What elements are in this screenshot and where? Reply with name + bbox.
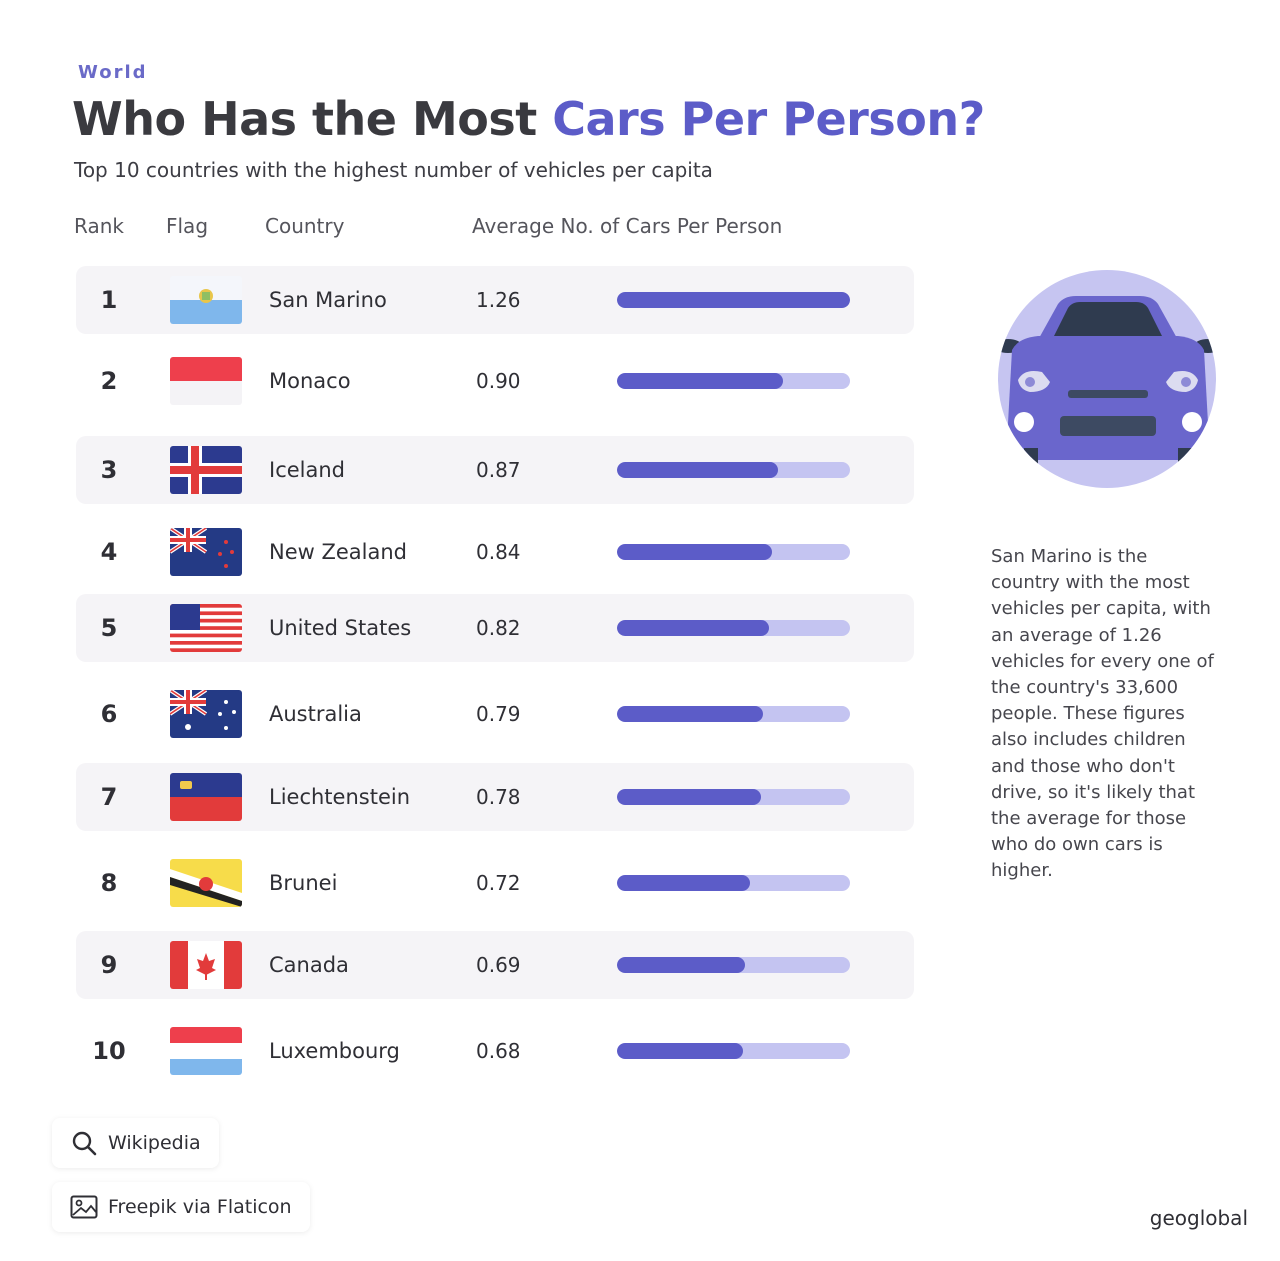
table-row: 4 New Zealand 0.84: [76, 518, 914, 586]
bar-track: [617, 789, 850, 805]
subtitle: Top 10 countries with the highest number…: [74, 158, 713, 182]
rank-label: 2: [100, 367, 118, 395]
rank-label: 9: [100, 951, 118, 979]
rank-label: 6: [100, 700, 118, 728]
source-image-badge[interactable]: Freepik via Flaticon: [52, 1182, 310, 1232]
bar-track: [617, 292, 850, 308]
source-image-label: Freepik via Flaticon: [108, 1196, 292, 1218]
rank-label: 4: [100, 538, 118, 566]
bar-track: [617, 462, 850, 478]
australia-flag: [170, 690, 242, 738]
bar-track: [617, 957, 850, 973]
search-icon: [70, 1129, 98, 1157]
description-note: San Marino is the country with the most …: [991, 546, 1214, 882]
country-label: Brunei: [269, 871, 338, 895]
bar: [617, 462, 778, 478]
bar: [617, 789, 761, 805]
source-data-label: Wikipedia: [108, 1132, 201, 1154]
table-row: 9 Canada 0.69: [76, 931, 914, 999]
bar-track: [617, 706, 850, 722]
united-states-flag: [170, 604, 242, 652]
image-icon: [70, 1193, 98, 1221]
value-label: 0.78: [476, 785, 521, 809]
rank-label: 5: [100, 614, 118, 642]
country-label: San Marino: [269, 288, 387, 312]
value-label: 0.90: [476, 369, 521, 393]
bar: [617, 706, 763, 722]
country-label: New Zealand: [269, 540, 407, 564]
bar-track: [617, 875, 850, 891]
value-label: 0.84: [476, 540, 521, 564]
bar: [617, 957, 745, 973]
iceland-flag: [170, 446, 242, 494]
bar: [617, 544, 772, 560]
bar: [617, 875, 750, 891]
car-front-icon: [998, 270, 1216, 488]
column-header-country: Country: [265, 214, 345, 238]
canada-flag: [170, 941, 242, 989]
table-row: 7 Liechtenstein 0.78: [76, 763, 914, 831]
value-label: 0.79: [476, 702, 521, 726]
country-label: Canada: [269, 953, 349, 977]
country-label: Australia: [269, 702, 362, 726]
brunei-flag: [170, 859, 242, 907]
rank-label: 1: [100, 286, 118, 314]
bar-track: [617, 373, 850, 389]
liechtenstein-flag: [170, 773, 242, 821]
rank-label: 7: [100, 783, 118, 811]
country-label: Iceland: [269, 458, 346, 482]
title-accent: Cars Per Person?: [552, 92, 985, 146]
bar-track: [617, 1043, 850, 1059]
table-row: 10 Luxembourg 0.68: [76, 1017, 914, 1085]
page-title: Who Has the Most Cars Per Person?: [72, 92, 985, 146]
rank-label: 10: [92, 1037, 126, 1065]
value-label: 0.87: [476, 458, 521, 482]
column-header-value: Average No. of Cars Per Person: [472, 214, 783, 238]
monaco-flag: [170, 357, 242, 405]
value-label: 0.72: [476, 871, 521, 895]
rank-label: 8: [100, 869, 118, 897]
value-label: 0.68: [476, 1039, 521, 1063]
table-row: 3 Iceland 0.87: [76, 436, 914, 504]
country-label: Luxembourg: [269, 1039, 400, 1063]
country-label: Liechtenstein: [269, 785, 411, 809]
value-label: 1.26: [476, 288, 521, 312]
brand-logo: geoglobal: [1149, 1206, 1248, 1230]
new-zealand-flag: [170, 528, 242, 576]
table-row: 5 United States 0.82: [76, 594, 914, 662]
title-part1: Who Has the Most: [72, 92, 553, 146]
san-marino-flag: [170, 276, 242, 324]
country-label: United States: [269, 616, 412, 640]
column-header-flag: Flag: [166, 214, 209, 238]
table-row: 1 San Marino 1.26: [76, 266, 914, 334]
bar-track: [617, 544, 850, 560]
rank-label: 3: [100, 456, 118, 484]
bar: [617, 1043, 743, 1059]
bar: [617, 620, 769, 636]
table-row: 8 Brunei 0.72: [76, 849, 914, 917]
value-label: 0.82: [476, 616, 521, 640]
kicker: World: [78, 62, 148, 83]
column-header-rank: Rank: [74, 214, 124, 238]
table-row: 6 Australia 0.79: [76, 680, 914, 748]
bar-track: [617, 620, 850, 636]
luxembourg-flag: [170, 1027, 242, 1075]
table-row: 2 Monaco 0.90: [76, 347, 914, 415]
bar: [617, 292, 850, 308]
value-label: 0.69: [476, 953, 521, 977]
bar: [617, 373, 783, 389]
source-data-badge[interactable]: Wikipedia: [52, 1118, 219, 1168]
country-label: Monaco: [269, 369, 351, 393]
